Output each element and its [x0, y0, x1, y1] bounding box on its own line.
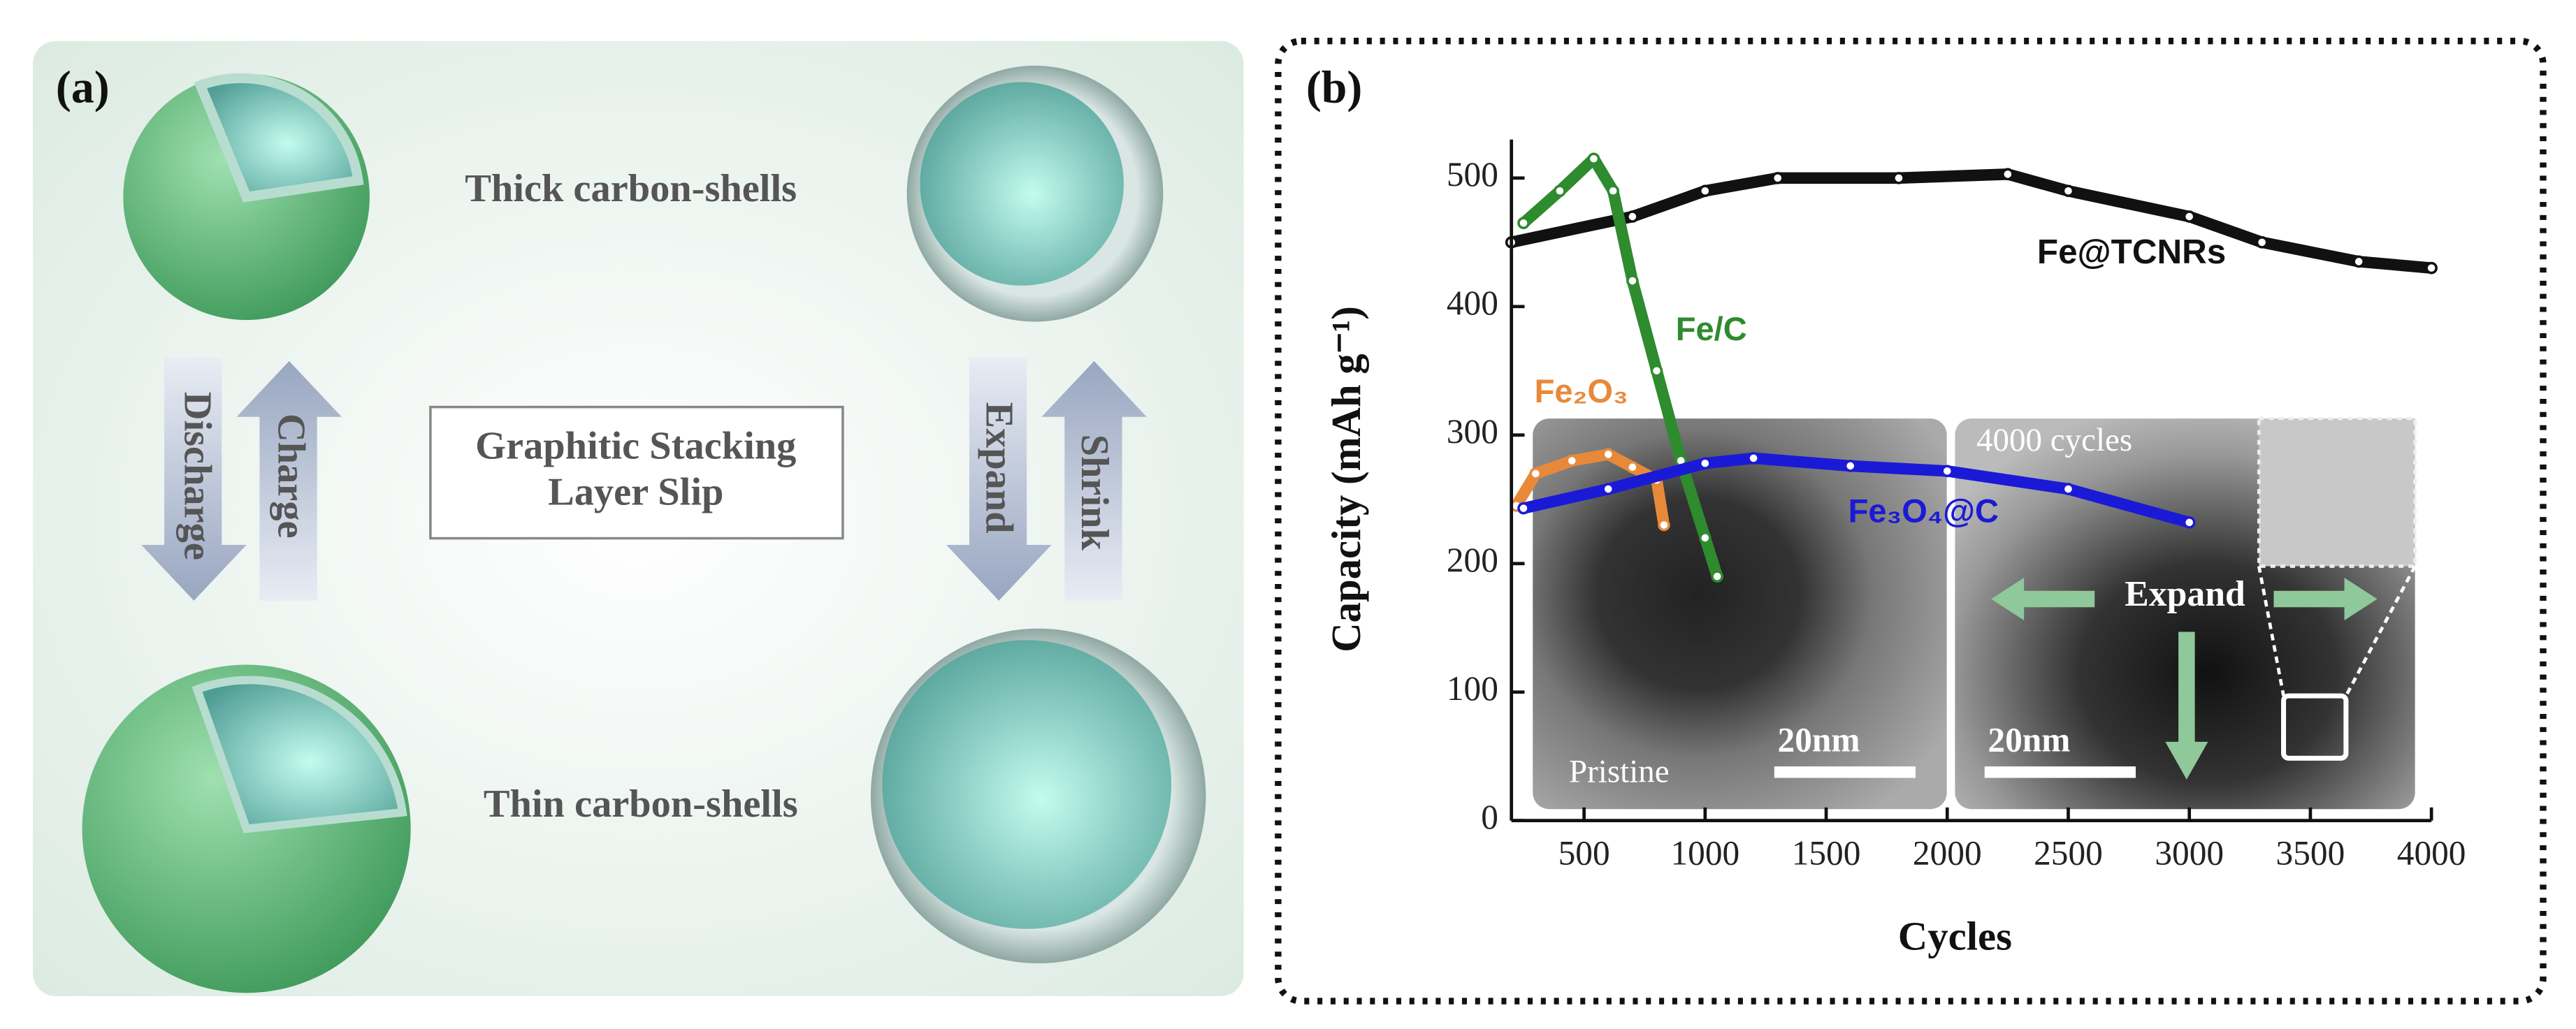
zoom-lines: [2257, 565, 2417, 697]
x-tick-label: 3000: [2155, 834, 2224, 873]
annotation: Pristine: [1569, 754, 1670, 790]
thin-shell-sphere: [82, 664, 411, 993]
x-tick-label: 1500: [1792, 834, 1861, 873]
data-point: [1771, 172, 1784, 184]
annotation: Expand: [2125, 574, 2245, 614]
annotation: 20nm: [1988, 721, 2070, 759]
y-tick-label: 100: [1447, 669, 1498, 708]
data-point: [1517, 502, 1530, 515]
series-label: Fe₂O₃: [1535, 372, 1628, 409]
x-tick-label: 500: [1558, 834, 1610, 873]
panel-label: (b): [1306, 62, 1362, 113]
data-point: [2352, 255, 2366, 268]
y-axis-label: Capacity (mAh g⁻¹): [1324, 306, 1369, 652]
data-point: [1602, 483, 1615, 495]
annotation: 20nm: [1778, 721, 1860, 759]
data-point: [1626, 210, 1639, 223]
data-point: [1893, 172, 1905, 184]
data-point: [1602, 448, 1615, 461]
arrow-label: Charge: [269, 414, 312, 538]
data-point: [1658, 518, 1670, 532]
data-point: [1941, 465, 1954, 478]
slip-box: [429, 405, 844, 540]
data-point: [1699, 184, 1712, 198]
thin-shell-hollow: [870, 628, 1206, 964]
thick-shell-hollow: [906, 65, 1164, 322]
data-point: [1517, 217, 1530, 230]
box-line: Graphitic Stacking: [475, 425, 796, 468]
series-label: Fe@TCNRs: [2037, 233, 2226, 271]
arrow-up: [236, 360, 342, 601]
y-tick-label: 500: [1447, 155, 1498, 194]
data-point: [1699, 532, 1712, 544]
data-point: [1554, 184, 1566, 198]
data-point: [2183, 516, 2196, 529]
panel-label: (a): [56, 62, 110, 113]
data-point: [2183, 210, 2196, 223]
thin-label: Thin carbon-shells: [484, 782, 798, 826]
data-point: [1565, 454, 1579, 467]
data-point: [1844, 460, 1857, 472]
thick-shell-sphere: [123, 73, 370, 321]
data-point: [1529, 467, 1542, 480]
data-point: [2062, 483, 2075, 495]
arrow-label: Shrink: [1073, 435, 1116, 551]
y-tick-label: 300: [1447, 412, 1498, 451]
arrow-down: [141, 358, 247, 601]
scale-bar: [1774, 766, 1916, 778]
data-point: [1587, 152, 1600, 166]
data-point: [1650, 364, 1663, 377]
x-tick-label: 2000: [1913, 834, 1982, 873]
annotation: 4000 cycles: [1976, 422, 2132, 458]
series-label: Fe₃O₄@C: [1848, 492, 1999, 530]
tem-image: [1533, 418, 1947, 810]
x-tick-label: 3500: [2276, 834, 2345, 873]
tem-zoom: [2257, 416, 2417, 568]
data-point: [1626, 275, 1639, 287]
data-point: [2425, 261, 2438, 275]
data-point: [1699, 457, 1712, 470]
expand-arrows: [1991, 577, 2378, 780]
thick-label: Thick carbon-shells: [465, 167, 797, 210]
series-label: Fe/C: [1676, 310, 1747, 347]
y-tick-label: 0: [1481, 798, 1498, 836]
panel-b-border: [1275, 38, 2547, 1005]
y-tick-label: 200: [1447, 541, 1498, 579]
plot: 4000 cycles Pristine 20nm 20nm Expand 0 100 200…: [1324, 139, 2466, 959]
data-point: [2002, 168, 2014, 181]
arrow-label: Expand: [978, 402, 1021, 534]
data-point: [2255, 236, 2269, 249]
series-line: [1505, 168, 2438, 274]
x-tick-label: 4000: [2397, 834, 2466, 873]
data-point: [2062, 184, 2075, 198]
data-point: [1626, 460, 1639, 474]
x-axis-label: Cycles: [1898, 914, 2012, 959]
data-point: [1747, 452, 1760, 465]
scale-bar: [1984, 766, 2136, 778]
box-line: Layer Slip: [548, 470, 723, 513]
series-line: [1517, 452, 2195, 529]
data-point: [1607, 184, 1620, 198]
data-point: [1711, 570, 1723, 583]
y-tick-label: 400: [1447, 284, 1498, 322]
arrow-down: [946, 358, 1052, 601]
x-tick-label: 1000: [1670, 834, 1739, 873]
arrow-up: [1041, 360, 1147, 601]
arrow-label: Discharge: [175, 392, 219, 560]
zoom-box: [2281, 693, 2349, 761]
x-tick-label: 2500: [2034, 834, 2103, 873]
